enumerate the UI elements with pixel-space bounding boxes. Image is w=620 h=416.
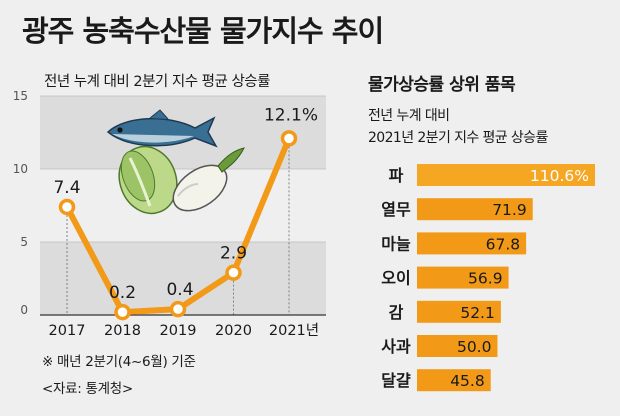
- x-tick-label: 2021년: [269, 322, 319, 339]
- bar-chart: 파 110.6% 열무 71.9 마늘 67.8 오이 56.9 감 52.1 사과 50.0 달걀 45…: [381, 164, 595, 392]
- bar: [417, 335, 498, 357]
- data-label: 0.2: [109, 283, 136, 303]
- y-tick-label: 0: [20, 303, 28, 317]
- bar-value-label: 50.0: [457, 338, 492, 356]
- data-label: 12.1%: [264, 105, 318, 125]
- bar: [417, 300, 501, 323]
- bar-category-label: 달걀: [381, 371, 411, 390]
- bar-value-label: 71.9: [492, 201, 527, 219]
- bar-category-label: 사과: [381, 337, 411, 356]
- bar-value-label: 110.6%: [530, 167, 589, 185]
- line-chart-x-ticks: 2017 2018 2019 2020 2021년: [49, 322, 320, 339]
- bar: [417, 369, 491, 392]
- x-tick-label: 2019: [160, 323, 197, 339]
- radish-icon: [172, 147, 245, 212]
- bar-value-label: 45.8: [450, 372, 485, 390]
- source-note: <자료: 통계청>: [42, 381, 133, 397]
- data-point: [169, 300, 187, 318]
- x-tick-label: 2018: [104, 323, 141, 339]
- bar-category-label: 열무: [381, 200, 411, 219]
- line-chart: 0 5 10 15 7.4 0.2 0.4 2.9 12.1% 2017 2018 2019 202…: [13, 89, 326, 339]
- y-tick-label: 15: [13, 89, 28, 103]
- bar: [417, 164, 595, 186]
- bar-category-label: 마늘: [381, 234, 411, 253]
- bar: [417, 266, 509, 289]
- line-chart-data-labels: 7.4 0.2 0.4 2.9 12.1%: [53, 105, 318, 303]
- y-tick-label: 10: [13, 162, 28, 176]
- produce-illustration: [106, 109, 245, 215]
- data-label: 7.4: [53, 178, 80, 198]
- bar: [417, 198, 533, 221]
- bar-category-label: 오이: [381, 269, 410, 288]
- x-tick-label: 2020: [215, 323, 252, 339]
- data-point: [225, 264, 242, 281]
- line-chart-subtitle: 전년 누계 대비 2분기 지수 평균 상승률: [44, 74, 270, 90]
- bar-chart-bars: 파 110.6% 열무 71.9 마늘 67.8 오이 56.9 감 52.1 사과 50.0 달걀 45…: [381, 164, 595, 392]
- bar-chart-title: 물가상승률 상위 품목: [368, 75, 516, 95]
- bar-chart-subtitle-line1: 전년 누계 대비: [368, 108, 450, 124]
- y-tick-label: 5: [20, 235, 28, 249]
- bar-category-label: 파: [389, 166, 404, 185]
- data-point: [58, 198, 76, 216]
- bar-value-label: 56.9: [468, 270, 503, 288]
- data-point: [280, 130, 298, 147]
- fish-icon: [106, 109, 218, 148]
- line-chart-points: [58, 130, 298, 321]
- page-title: 광주 농축수산물 물가지수 추이: [22, 14, 384, 48]
- line-chart-note: ※ 매년 2분기(4~6월) 기준: [42, 354, 196, 370]
- data-point: [114, 303, 131, 321]
- bar-value-label: 67.8: [486, 235, 521, 253]
- cabbage-icon: [118, 145, 178, 215]
- data-label: 0.4: [166, 280, 193, 300]
- bar-value-label: 52.1: [460, 304, 495, 322]
- x-tick-label: 2017: [49, 323, 86, 339]
- bar-chart-subtitle-line2: 2021년 2분기 지수 평균 상승률: [368, 130, 548, 146]
- bar: [417, 232, 527, 255]
- data-label: 2.9: [220, 244, 247, 264]
- bar-category-label: 감: [389, 303, 404, 322]
